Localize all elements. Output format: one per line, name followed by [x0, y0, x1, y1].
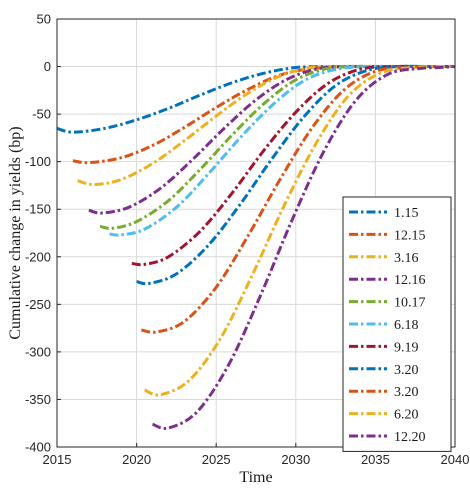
- series-line-0: [56, 64, 455, 134]
- y-axis-label: Cumulative change in yields (bp): [7, 126, 24, 339]
- y-tick-label: -400: [25, 440, 51, 455]
- legend-label: 12.15: [394, 228, 426, 243]
- series-line-9: [143, 64, 456, 397]
- legend-label: 3.20: [394, 363, 419, 378]
- series-line-7: [136, 64, 455, 286]
- y-tick-label: -100: [25, 154, 51, 169]
- x-tick-label: 2035: [361, 452, 390, 467]
- y-tick-label: -350: [25, 392, 51, 407]
- legend: 1.15 12.15 3.16 12.16 10.17 6.18 9.19 3.20 3.20 6…: [342, 196, 452, 452]
- legend-label: 1.15: [394, 206, 419, 221]
- legend-label: 3.20: [394, 385, 419, 400]
- y-tick-label: -300: [25, 344, 51, 359]
- legend-label: 10.17: [394, 296, 426, 311]
- legend-label: 12.20: [394, 430, 426, 445]
- y-tick-label: -150: [25, 202, 51, 217]
- x-tick-label: 2030: [281, 452, 310, 467]
- x-axis-ticks: 2015 2020 2025 2030 2035 2040: [43, 443, 470, 467]
- y-tick-label: -250: [25, 297, 51, 312]
- y-tick-label: -200: [25, 249, 51, 264]
- series-line-6: [131, 64, 455, 267]
- plot-frame: [56, 18, 456, 448]
- legend-label: 12.16: [394, 273, 426, 288]
- y-axis-ticks: 50 0 -50 -100 -150 -200 -250 -300 -350 -400: [25, 12, 61, 455]
- series-line-10: [151, 65, 456, 430]
- legend-label: 9.19: [394, 340, 419, 355]
- y-tick-label: 0: [44, 59, 51, 74]
- x-tick-label: 2015: [43, 452, 72, 467]
- y-tick-label: -50: [32, 107, 51, 122]
- legend-label: 3.16: [394, 251, 419, 266]
- legend-label: 6.20: [394, 408, 419, 423]
- x-tick-label: 2040: [441, 452, 470, 467]
- x-tick-label: 2025: [202, 452, 231, 467]
- x-tick-label: 2020: [122, 452, 151, 467]
- x-axis-label: Time: [239, 469, 272, 486]
- legend-label: 6.18: [394, 318, 419, 333]
- series-lines: [56, 64, 456, 430]
- y-tick-label: 50: [37, 12, 51, 27]
